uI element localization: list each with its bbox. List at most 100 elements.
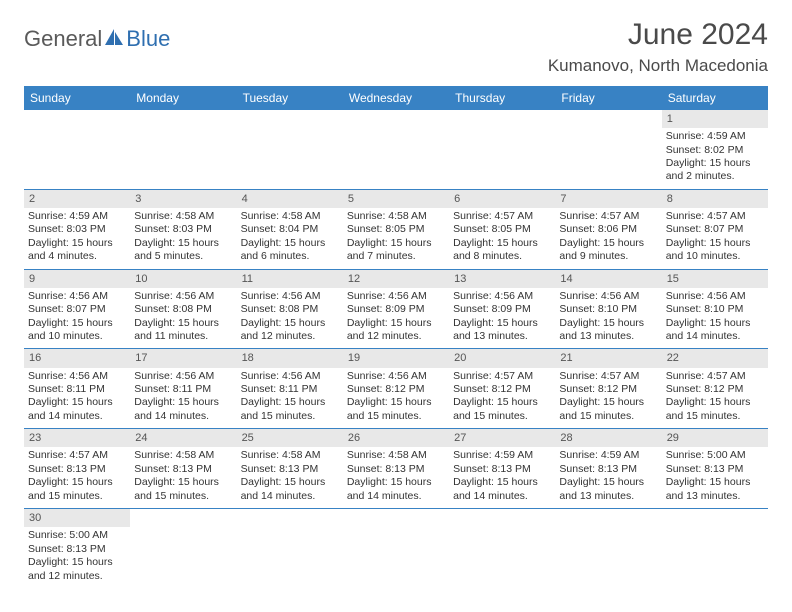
calendar-day-cell: .: [555, 509, 661, 588]
calendar-day-cell: 5Sunrise: 4:58 AMSunset: 8:05 PMDaylight…: [343, 189, 449, 269]
brand-text-blue: Blue: [126, 26, 170, 52]
sunrise-text: Sunrise: 4:57 AM: [559, 210, 657, 223]
day-number: 27: [449, 429, 555, 447]
day-number: 4: [237, 190, 343, 208]
calendar-day-cell: 3Sunrise: 4:58 AMSunset: 8:03 PMDaylight…: [130, 189, 236, 269]
sunrise-text: Sunrise: 4:56 AM: [28, 290, 126, 303]
daylight-text: Daylight: 15 hours and 14 minutes.: [347, 476, 445, 503]
day-number: 6: [449, 190, 555, 208]
calendar-day-cell: 12Sunrise: 4:56 AMSunset: 8:09 PMDayligh…: [343, 269, 449, 349]
daylight-text: Daylight: 15 hours and 14 minutes.: [134, 396, 232, 423]
calendar-week-row: 2Sunrise: 4:59 AMSunset: 8:03 PMDaylight…: [24, 189, 768, 269]
daylight-text: Daylight: 15 hours and 10 minutes.: [28, 317, 126, 344]
sunrise-text: Sunrise: 4:57 AM: [28, 449, 126, 462]
calendar-day-cell: 24Sunrise: 4:58 AMSunset: 8:13 PMDayligh…: [130, 429, 236, 509]
calendar-table: SundayMondayTuesdayWednesdayThursdayFrid…: [24, 86, 768, 588]
calendar-day-cell: .: [343, 110, 449, 189]
daylight-text: Daylight: 15 hours and 15 minutes.: [559, 396, 657, 423]
sunrise-text: Sunrise: 4:56 AM: [453, 290, 551, 303]
day-number: 24: [130, 429, 236, 447]
sunrise-text: Sunrise: 4:57 AM: [559, 370, 657, 383]
sunset-text: Sunset: 8:07 PM: [666, 223, 764, 236]
daylight-text: Daylight: 15 hours and 14 minutes.: [241, 476, 339, 503]
daylight-text: Daylight: 15 hours and 15 minutes.: [241, 396, 339, 423]
daylight-text: Daylight: 15 hours and 13 minutes.: [559, 476, 657, 503]
sunset-text: Sunset: 8:12 PM: [666, 383, 764, 396]
day-number: 15: [662, 270, 768, 288]
day-number: 18: [237, 349, 343, 367]
weekday-header-row: SundayMondayTuesdayWednesdayThursdayFrid…: [24, 86, 768, 110]
calendar-day-cell: 21Sunrise: 4:57 AMSunset: 8:12 PMDayligh…: [555, 349, 661, 429]
title-block: June 2024 Kumanovo, North Macedonia: [548, 18, 768, 76]
sunset-text: Sunset: 8:04 PM: [241, 223, 339, 236]
daylight-text: Daylight: 15 hours and 15 minutes.: [347, 396, 445, 423]
calendar-day-cell: 18Sunrise: 4:56 AMSunset: 8:11 PMDayligh…: [237, 349, 343, 429]
calendar-day-cell: 22Sunrise: 4:57 AMSunset: 8:12 PMDayligh…: [662, 349, 768, 429]
calendar-day-cell: 25 Sunrise: 4:58 AMSunset: 8:13 PMDayligh…: [237, 429, 343, 509]
day-number: 1: [662, 110, 768, 128]
sunrise-text: Sunrise: 4:56 AM: [134, 290, 232, 303]
calendar-day-cell: 6Sunrise: 4:57 AMSunset: 8:05 PMDaylight…: [449, 189, 555, 269]
sunrise-text: Sunrise: 4:58 AM: [134, 449, 232, 462]
calendar-day-cell: 20Sunrise: 4:57 AMSunset: 8:12 PMDayligh…: [449, 349, 555, 429]
weekday-header: Tuesday: [237, 86, 343, 110]
calendar-week-row: 30Sunrise: 5:00 AMSunset: 8:13 PMDayligh…: [24, 509, 768, 588]
daylight-text: Daylight: 15 hours and 14 minutes.: [666, 317, 764, 344]
sunrise-text: Sunrise: 4:56 AM: [241, 290, 339, 303]
daylight-text: Daylight: 15 hours and 8 minutes.: [453, 237, 551, 264]
sail-icon: [103, 27, 125, 52]
sunrise-text: Sunrise: 4:56 AM: [347, 370, 445, 383]
day-number: 19: [343, 349, 449, 367]
day-number: 10: [130, 270, 236, 288]
daylight-text: Daylight: 15 hours and 6 minutes.: [241, 237, 339, 264]
calendar-day-cell: .: [237, 110, 343, 189]
sunset-text: Sunset: 8:12 PM: [347, 383, 445, 396]
sunrise-text: Sunrise: 4:58 AM: [347, 210, 445, 223]
day-number: 2: [24, 190, 130, 208]
sunrise-text: Sunrise: 4:58 AM: [347, 449, 445, 462]
calendar-day-cell: .: [662, 509, 768, 588]
day-number: 26: [343, 429, 449, 447]
calendar-day-cell: .: [130, 110, 236, 189]
sunrise-text: Sunrise: 4:57 AM: [453, 370, 551, 383]
daylight-text: Daylight: 15 hours and 15 minutes.: [453, 396, 551, 423]
calendar-day-cell: 30Sunrise: 5:00 AMSunset: 8:13 PMDayligh…: [24, 509, 130, 588]
sunrise-text: Sunrise: 4:56 AM: [241, 370, 339, 383]
daylight-text: Daylight: 15 hours and 12 minutes.: [241, 317, 339, 344]
weekday-header: Thursday: [449, 86, 555, 110]
calendar-week-row: ......1Sunrise: 4:59 AMSunset: 8:02 PMDa…: [24, 110, 768, 189]
sunrise-text: Sunrise: 4:56 AM: [134, 370, 232, 383]
weekday-header: Monday: [130, 86, 236, 110]
calendar-day-cell: 17Sunrise: 4:56 AMSunset: 8:11 PMDayligh…: [130, 349, 236, 429]
calendar-day-cell: .: [555, 110, 661, 189]
day-number: 29: [662, 429, 768, 447]
daylight-text: Daylight: 15 hours and 13 minutes.: [453, 317, 551, 344]
calendar-day-cell: .: [449, 509, 555, 588]
weekday-header: Wednesday: [343, 86, 449, 110]
sunset-text: Sunset: 8:12 PM: [453, 383, 551, 396]
sunrise-text: Sunrise: 4:59 AM: [28, 210, 126, 223]
weekday-header: Saturday: [662, 86, 768, 110]
calendar-week-row: 9Sunrise: 4:56 AMSunset: 8:07 PMDaylight…: [24, 269, 768, 349]
sunset-text: Sunset: 8:10 PM: [666, 303, 764, 316]
sunrise-text: Sunrise: 4:58 AM: [241, 449, 339, 462]
daylight-text: Daylight: 15 hours and 13 minutes.: [559, 317, 657, 344]
calendar-day-cell: 4Sunrise: 4:58 AMSunset: 8:04 PMDaylight…: [237, 189, 343, 269]
weekday-header: Friday: [555, 86, 661, 110]
day-number: 12: [343, 270, 449, 288]
day-number: 25: [237, 429, 343, 447]
location-text: Kumanovo, North Macedonia: [548, 56, 768, 76]
calendar-day-cell: 29Sunrise: 5:00 AMSunset: 8:13 PMDayligh…: [662, 429, 768, 509]
month-title: June 2024: [548, 18, 768, 52]
day-number: 8: [662, 190, 768, 208]
daylight-text: Daylight: 15 hours and 12 minutes.: [28, 556, 126, 583]
sunrise-text: Sunrise: 5:00 AM: [28, 529, 126, 542]
sunset-text: Sunset: 8:13 PM: [241, 463, 339, 476]
calendar-day-cell: 9Sunrise: 4:56 AMSunset: 8:07 PMDaylight…: [24, 269, 130, 349]
sunset-text: Sunset: 8:13 PM: [453, 463, 551, 476]
day-number: 5: [343, 190, 449, 208]
day-number: 22: [662, 349, 768, 367]
sunrise-text: Sunrise: 4:59 AM: [559, 449, 657, 462]
sunset-text: Sunset: 8:13 PM: [666, 463, 764, 476]
daylight-text: Daylight: 15 hours and 9 minutes.: [559, 237, 657, 264]
